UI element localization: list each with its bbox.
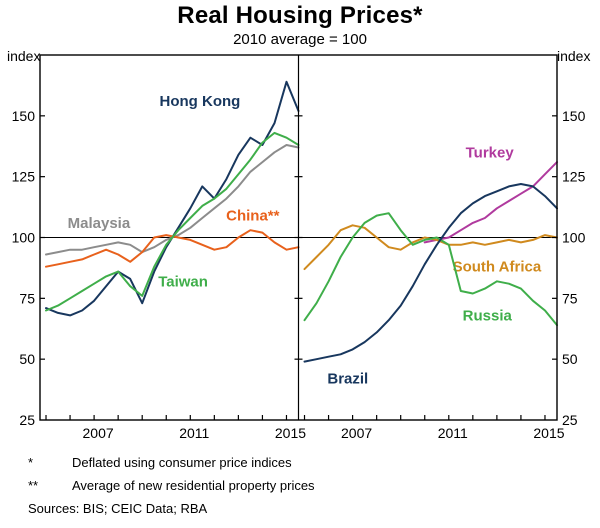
series-line-turkey	[423, 161, 558, 244]
chart-title: Real Housing Prices*	[177, 2, 423, 29]
series-label-hong-kong: Hong Kong	[160, 93, 241, 110]
y-tick-label-left: 25	[19, 412, 35, 428]
y-tick-label-left: 100	[12, 230, 36, 246]
series-label-turkey: Turkey	[466, 144, 515, 161]
series-line-brazil	[303, 183, 558, 363]
footnote-2-text: Average of new residential property pric…	[72, 478, 315, 493]
x-tick-label-2007: 2007	[341, 425, 372, 441]
chart-subtitle: 2010 average = 100	[233, 31, 367, 48]
y-tick-label-right: 25	[562, 412, 578, 428]
footnote-2-marker: **	[28, 478, 39, 493]
footnote-1: * Deflated using consumer price indices	[28, 455, 292, 470]
y-tick-label-right: 125	[562, 169, 586, 185]
series-label-taiwan: Taiwan	[158, 273, 208, 290]
y-tick-label-left: 125	[12, 169, 36, 185]
footnote-2: ** Average of new residential property p…	[28, 478, 315, 493]
series-label-brazil: Brazil	[327, 371, 368, 388]
series-label-china: China**	[226, 208, 280, 225]
y-tick-label-right: 50	[562, 351, 578, 367]
x-tick-label-2015: 2015	[275, 425, 306, 441]
series-line-russia	[303, 212, 558, 327]
y-tick-label-left: 75	[19, 290, 35, 306]
x-tick-label-2011: 2011	[438, 425, 468, 441]
sources-line: Sources: BIS; CEIC Data; RBA	[28, 501, 208, 516]
y-tick-label-right: 150	[562, 108, 586, 124]
y-axis-unit-right: index	[557, 48, 591, 64]
y-axis-unit-left: index	[7, 48, 41, 64]
x-tick-label-2015: 2015	[533, 425, 564, 441]
y-tick-label-left: 150	[12, 108, 36, 124]
x-tick-label-2011: 2011	[179, 425, 209, 441]
line-chart-canvas: Hong Kong Malaysia China** Taiwan Turkey Sout…	[12, 54, 586, 441]
footnote-1-text: Deflated using consumer price indices	[72, 455, 292, 470]
footnote-1-marker: *	[28, 455, 34, 470]
series-label-russia: Russia	[463, 307, 513, 324]
series-line-taiwan	[45, 131, 300, 312]
y-tick-label-left: 50	[19, 351, 35, 367]
y-tick-label-right: 75	[562, 290, 578, 306]
x-tick-label-2007: 2007	[83, 425, 114, 441]
series-label-malaysia: Malaysia	[68, 215, 131, 232]
series-label-south-africa: South Africa	[453, 259, 542, 276]
y-tick-label-right: 100	[562, 230, 586, 246]
